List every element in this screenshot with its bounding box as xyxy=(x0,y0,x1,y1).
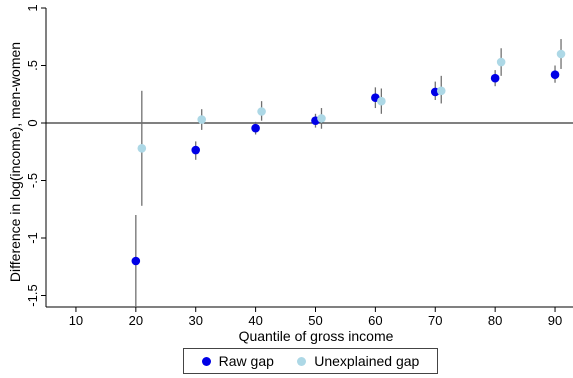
legend-label-raw: Raw gap xyxy=(218,353,274,369)
point-unexplained xyxy=(257,107,266,116)
x-tick-label: 80 xyxy=(488,313,502,328)
point-unexplained xyxy=(377,96,386,106)
marks xyxy=(131,39,566,307)
x-tick-label: 50 xyxy=(308,313,322,328)
x-tick-label: 20 xyxy=(129,313,143,328)
y-tick-label: .5 xyxy=(25,60,40,71)
legend-marker-raw xyxy=(201,356,211,366)
y-tick-label: -1.5 xyxy=(25,284,40,306)
point-unexplained xyxy=(556,49,566,59)
point-unexplained xyxy=(317,114,326,123)
x-axis-label: Quantile of gross income xyxy=(239,328,394,344)
point-raw xyxy=(191,145,201,155)
y-tick-label: 1 xyxy=(25,4,40,11)
x-tick-label: 70 xyxy=(428,313,442,328)
point-unexplained xyxy=(197,115,207,124)
y-tick-label: 0 xyxy=(25,119,40,126)
point-unexplained xyxy=(137,144,147,153)
legend: Raw gap Unexplained gap xyxy=(183,348,438,374)
y-axis-label: Difference in log(income), men-women xyxy=(7,42,23,282)
y-tick-label: -.5 xyxy=(25,173,40,188)
legend-marker-unexplained xyxy=(297,356,307,366)
point-unexplained xyxy=(496,57,506,67)
point-raw xyxy=(490,73,500,83)
x-tick-label: 40 xyxy=(248,313,262,328)
legend-label-unexplained: Unexplained gap xyxy=(314,353,420,369)
x-tick-label: 90 xyxy=(548,313,562,328)
point-raw xyxy=(550,70,560,79)
x-tick-label: 30 xyxy=(188,313,202,328)
x-tick-label: 10 xyxy=(69,313,83,328)
axes: 10 20 30 40 50 60 70 80 90 -1.5 -1 -.5 0 .5 1 xyxy=(25,4,573,328)
y-tick-label: -1 xyxy=(25,232,40,244)
point-unexplained xyxy=(436,86,446,96)
legend-item-raw: Raw gap xyxy=(201,353,274,369)
legend-item-unexplained: Unexplained gap xyxy=(297,353,419,369)
point-raw xyxy=(251,123,260,133)
x-tick-label: 60 xyxy=(368,313,382,328)
point-raw xyxy=(131,256,141,266)
